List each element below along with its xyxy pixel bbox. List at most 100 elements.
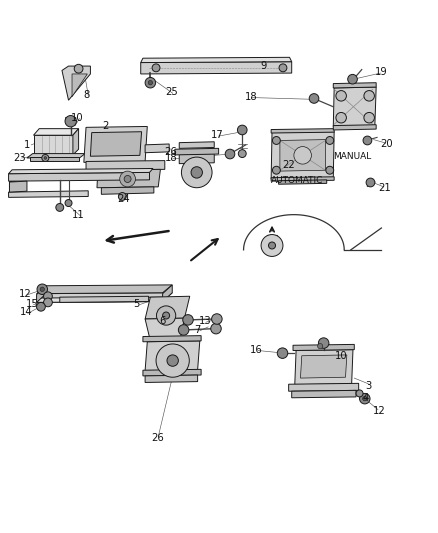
Text: 18: 18 (244, 92, 257, 102)
Polygon shape (332, 83, 375, 88)
Circle shape (268, 242, 275, 249)
Text: 8: 8 (83, 90, 89, 100)
Circle shape (362, 136, 371, 145)
Circle shape (191, 167, 202, 178)
Polygon shape (145, 341, 199, 370)
Polygon shape (62, 66, 90, 100)
Text: 17: 17 (210, 130, 223, 140)
Circle shape (166, 355, 178, 366)
Circle shape (272, 136, 280, 144)
Text: 10: 10 (71, 112, 83, 123)
Text: 4: 4 (362, 393, 368, 403)
Text: 21: 21 (378, 183, 390, 193)
Circle shape (43, 292, 52, 301)
Text: 7: 7 (194, 325, 200, 335)
Circle shape (74, 64, 83, 73)
Circle shape (120, 171, 135, 187)
Polygon shape (179, 142, 214, 148)
Text: 3: 3 (364, 381, 371, 391)
Text: 18: 18 (165, 153, 177, 163)
Polygon shape (271, 177, 333, 181)
Polygon shape (141, 58, 291, 62)
Circle shape (40, 287, 44, 292)
Text: AUTOMATIC: AUTOMATIC (271, 176, 323, 185)
Polygon shape (332, 87, 375, 126)
Polygon shape (143, 369, 201, 376)
Text: 22: 22 (282, 160, 294, 170)
Circle shape (65, 199, 72, 207)
Polygon shape (60, 296, 148, 302)
Circle shape (365, 178, 374, 187)
Text: 11: 11 (72, 210, 85, 220)
Circle shape (43, 298, 52, 307)
Circle shape (225, 149, 234, 159)
Text: 19: 19 (374, 67, 387, 77)
Polygon shape (162, 285, 172, 302)
Circle shape (335, 91, 346, 101)
Circle shape (261, 235, 283, 256)
Circle shape (155, 344, 189, 377)
Polygon shape (332, 125, 375, 130)
Circle shape (37, 284, 47, 295)
Polygon shape (292, 344, 353, 351)
Circle shape (308, 94, 318, 103)
Circle shape (182, 314, 193, 325)
Polygon shape (288, 383, 358, 391)
Polygon shape (9, 191, 88, 197)
Text: 16: 16 (249, 345, 261, 354)
Polygon shape (9, 181, 16, 192)
Circle shape (279, 64, 286, 72)
Polygon shape (174, 148, 218, 155)
Circle shape (325, 166, 333, 174)
Polygon shape (145, 144, 169, 153)
Polygon shape (9, 168, 152, 174)
Text: 20: 20 (379, 139, 392, 149)
Polygon shape (33, 128, 78, 135)
Text: 1: 1 (24, 140, 30, 150)
Polygon shape (86, 160, 164, 170)
Circle shape (363, 112, 374, 123)
Circle shape (272, 166, 280, 174)
Circle shape (359, 393, 369, 404)
Circle shape (293, 147, 311, 164)
Polygon shape (65, 118, 76, 121)
Polygon shape (73, 128, 78, 155)
Text: 26: 26 (164, 147, 177, 157)
Text: 5: 5 (133, 298, 139, 309)
Polygon shape (143, 336, 201, 342)
Circle shape (124, 175, 131, 182)
Circle shape (363, 91, 374, 101)
Polygon shape (271, 132, 333, 179)
Text: 10: 10 (334, 351, 346, 361)
Polygon shape (27, 154, 85, 158)
Text: 9: 9 (259, 61, 266, 71)
Text: 12: 12 (372, 406, 385, 416)
Polygon shape (278, 180, 326, 184)
Polygon shape (9, 172, 149, 181)
Circle shape (152, 64, 159, 72)
Circle shape (56, 204, 64, 212)
Text: MANUAL: MANUAL (332, 152, 371, 161)
Circle shape (211, 314, 222, 324)
Circle shape (325, 136, 333, 144)
Polygon shape (279, 140, 325, 171)
Circle shape (238, 150, 246, 158)
Polygon shape (36, 297, 166, 302)
Polygon shape (145, 296, 189, 319)
Polygon shape (97, 169, 160, 188)
Polygon shape (30, 157, 78, 160)
Circle shape (162, 312, 169, 319)
Circle shape (156, 306, 175, 325)
Polygon shape (300, 355, 346, 378)
Polygon shape (148, 340, 179, 344)
Circle shape (145, 77, 155, 88)
Circle shape (181, 157, 212, 188)
Circle shape (362, 397, 366, 401)
Polygon shape (141, 62, 291, 74)
Polygon shape (33, 135, 73, 155)
Circle shape (65, 116, 76, 127)
Polygon shape (145, 375, 197, 383)
Polygon shape (36, 286, 46, 302)
Text: 25: 25 (165, 87, 177, 98)
Circle shape (355, 390, 362, 397)
